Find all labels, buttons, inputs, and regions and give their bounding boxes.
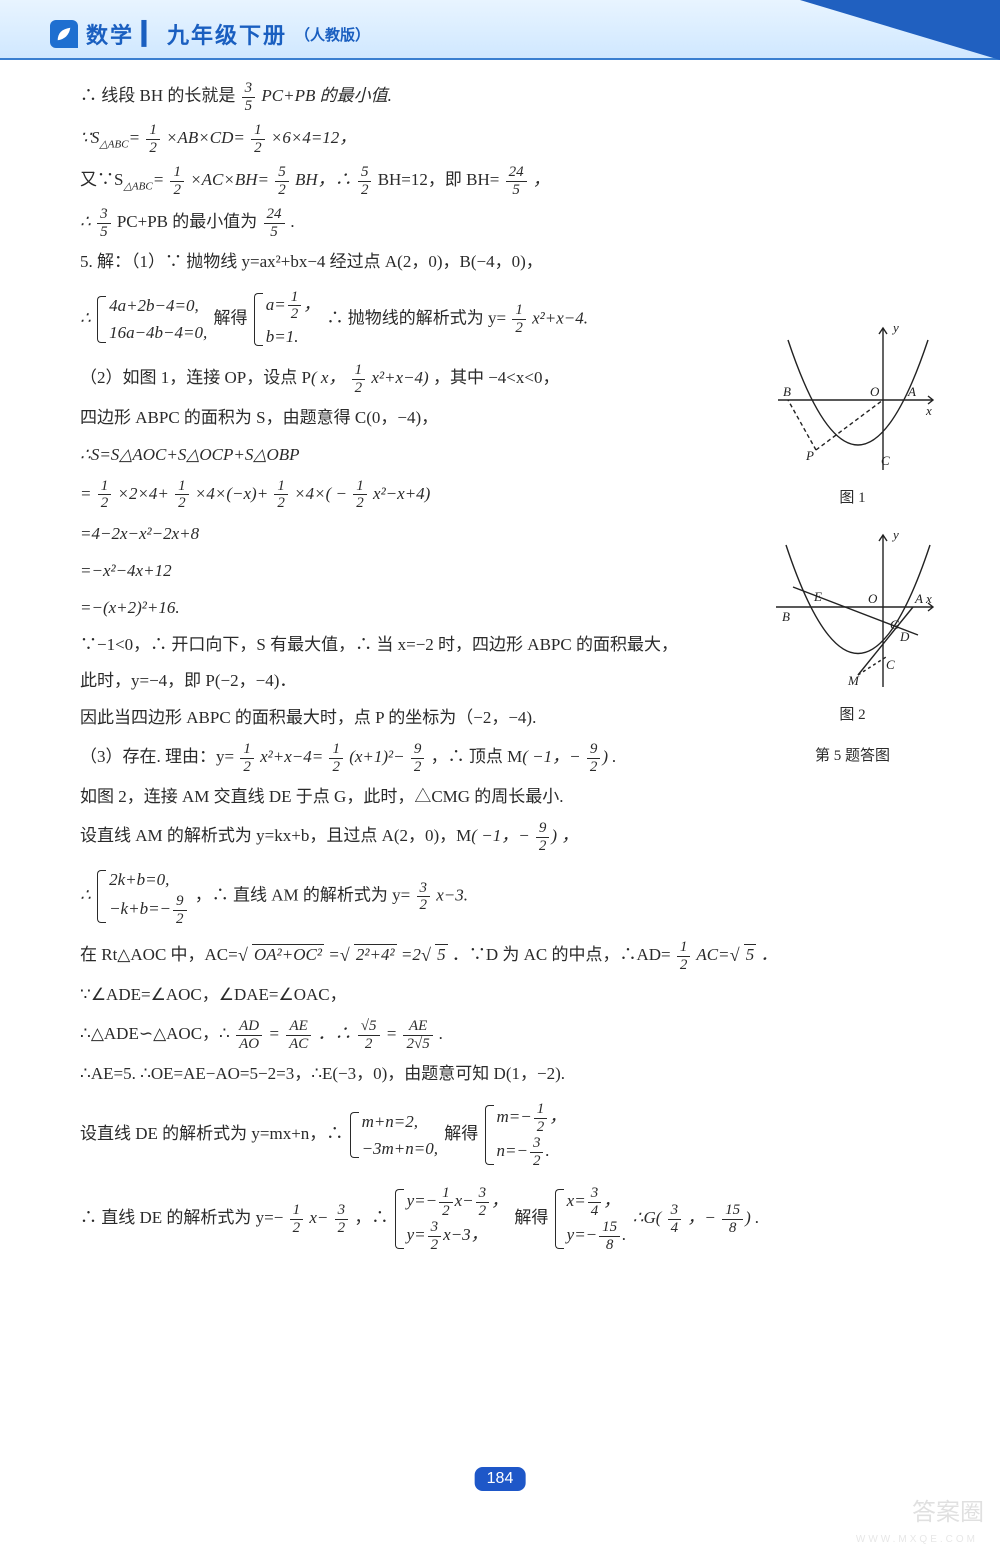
line-2: ∵S△ABC= 12 ×AB×CD= 12 ×6×4=12， <box>80 122 920 156</box>
svg-text:G: G <box>890 617 900 632</box>
svg-text:x: x <box>925 403 932 418</box>
svg-text:B: B <box>783 384 791 399</box>
svg-text:P: P <box>805 448 814 463</box>
header-banner: 数学 ▎ 九年级下册 （人教版） <box>0 0 1000 60</box>
line-4: ∴ 35 PC+PB 的最小值为 245 . <box>80 206 920 240</box>
figures-caption: 第 5 题答图 <box>765 744 940 765</box>
header-title-group: 数学 ▎ 九年级下册 （人教版） <box>50 18 370 50</box>
line-3: 又∵S△ABC= 12 ×AC×BH= 52 BH，∴ 52 BH=12，即 B… <box>80 164 920 198</box>
line-24: ∴AE=5. ∴OE=AE−AO=5−2=3，∴E(−3，0)，由题意可知 D(… <box>80 1060 920 1089</box>
svg-text:A: A <box>914 591 923 606</box>
line-19: 设直线 AM 的解析式为 y=kx+b，且过点 A(2，0)，M( −1，− 9… <box>80 820 920 854</box>
svg-text:B: B <box>782 609 790 624</box>
svg-text:O: O <box>870 384 880 399</box>
svg-text:M: M <box>847 673 860 688</box>
svg-text:D: D <box>899 629 910 644</box>
line-20: ∴ 2k+b=0, −k+b=−92 ，∴ 直线 AM 的解析式为 y= 32 … <box>80 862 920 931</box>
subject-label: 数学 <box>86 18 134 50</box>
line-18: 如图 2，连接 AM 交直线 DE 于点 G，此时，△CMG 的周长最小. <box>80 783 920 812</box>
figure-2-label: 图 2 <box>765 703 940 724</box>
line-23: ∴△ADE∽△AOC，∴ ADAO = AEAC ．∴ √52 = AE2√5 … <box>80 1018 920 1052</box>
svg-text:y: y <box>891 320 899 335</box>
figure-1-label: 图 1 <box>765 486 940 507</box>
separator: ▎ <box>142 21 159 47</box>
figure-2-svg: y x B E O A G D C M <box>768 527 938 692</box>
figures-block: y x B O A P C 图 1 y x B E O A G <box>765 320 940 785</box>
edition-label: （人教版） <box>295 24 370 45</box>
svg-text:A: A <box>907 384 916 399</box>
line-22: ∵∠ADE=∠AOC，∠DAE=∠OAC， <box>80 981 920 1010</box>
line-26: ∴ 直线 DE 的解析式为 y=− 12 x− 32 ，∴ y=−12x−32，… <box>80 1181 920 1257</box>
watermark-url: WWW.MXQE.COM <box>856 1534 978 1545</box>
leaf-icon <box>50 20 78 48</box>
page-number: 184 <box>475 1467 526 1491</box>
svg-text:x: x <box>925 591 932 606</box>
svg-text:C: C <box>886 657 895 672</box>
line-21: 在 Rt△AOC 中，AC= OA²+OC² = 2²+4² =2 5 ．∵D … <box>80 939 920 973</box>
figure-1-svg: y x B O A P C <box>768 320 938 475</box>
header-decoration <box>800 0 1000 60</box>
line-5: 5. 解：（1）∵ 抛物线 y=ax²+bx−4 经过点 A(2，0)，B(−4… <box>80 248 920 277</box>
line-1: ∴ 线段 BH 的长就是 35 PC+PB 的最小值. <box>80 80 920 114</box>
svg-text:O: O <box>868 591 878 606</box>
grade-label: 九年级下册 <box>167 18 287 50</box>
line-25: 设直线 DE 的解析式为 y=mx+n，∴ m+n=2, −3m+n=0, 解得… <box>80 1097 920 1173</box>
svg-text:E: E <box>813 589 822 604</box>
svg-text:y: y <box>891 527 899 542</box>
watermark: 答案圈 <box>912 1492 984 1527</box>
svg-text:C: C <box>881 453 890 468</box>
